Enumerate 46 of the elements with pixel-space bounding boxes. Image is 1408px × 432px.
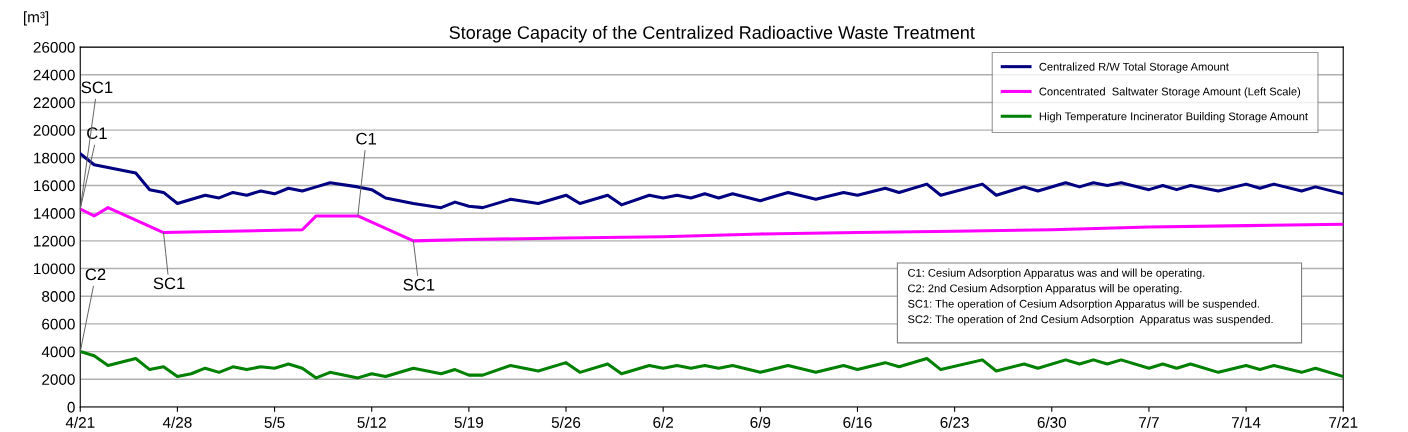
- x-tick-label: 6/9: [750, 416, 771, 428]
- chart-title: Storage Capacity of the Centralized Radioactive Waste Treatment: [449, 25, 975, 43]
- y-axis-title: [m³]: [23, 11, 49, 26]
- y-tick-label: 20000: [33, 125, 75, 136]
- y-tick-label: 10000: [34, 263, 75, 275]
- annotation: SC2: The operation of 2nd Cesium Adsorption Apparatus was suspended.: [908, 315, 1273, 326]
- annotation: C1: Cesium Adsorption Apparatus was and will be operating.: [908, 268, 1205, 279]
- legend-label: Concentrated Saltwater Storage Amount (Left Scale): [1039, 87, 1301, 98]
- y-tick-label: 18000: [34, 152, 75, 164]
- x-tick-label: 7/7: [1139, 416, 1159, 428]
- annotation: SC1: The operation of Cesium Adsorption Apparatus will be suspended.: [908, 299, 1259, 310]
- y-tick-label: 22000: [33, 97, 75, 109]
- x-tick-label: 7/21: [1329, 416, 1358, 428]
- y-tick-label: 24000: [33, 69, 75, 81]
- x-tick-label: 5/5: [264, 416, 285, 428]
- annotation: C2: [85, 268, 106, 281]
- annotation: SC1: [153, 277, 185, 290]
- x-tick-label: 5/19: [454, 416, 484, 428]
- x-tick-label: 4/21: [65, 416, 95, 428]
- y-tick-label: 26000: [33, 41, 75, 53]
- y-tick-label: 14000: [34, 208, 75, 219]
- y-tick-label: 2000: [42, 374, 75, 385]
- x-tick-label: 4/28: [162, 416, 192, 428]
- y-tick-label: 8000: [42, 291, 75, 302]
- annotation: C2: 2nd Cesium Adsorption Apparatus will be operating.: [908, 284, 1182, 295]
- y-tick-label: 6000: [42, 318, 75, 330]
- x-tick-label: 5/26: [551, 416, 581, 428]
- y-tick-label: 0: [67, 401, 75, 413]
- line-series: [80, 206, 1344, 243]
- annotation: SC1: [403, 278, 435, 291]
- annotation: C1: [356, 132, 377, 145]
- legend-label: Centralized R/W Total Storage Amount: [1039, 62, 1229, 73]
- x-tick-label: 7/14: [1232, 416, 1261, 428]
- x-tick-label: 6/2: [653, 416, 674, 428]
- x-tick-label: 6/23: [940, 416, 969, 428]
- y-tick-label: 4000: [41, 346, 75, 358]
- annotation: SC1: [81, 81, 113, 94]
- line-series: [80, 350, 1344, 380]
- x-tick-label: 6/16: [843, 416, 872, 428]
- annotation: C1: [87, 127, 107, 140]
- x-tick-label: 5/12: [357, 416, 386, 428]
- y-tick-label: 16000: [34, 180, 75, 192]
- y-tick-label: 12000: [34, 235, 75, 247]
- legend-label: High Temperature Incinerator Building Storage Amount: [1039, 112, 1308, 123]
- line-series: [80, 152, 1344, 210]
- x-tick-label: 6/30: [1037, 416, 1067, 428]
